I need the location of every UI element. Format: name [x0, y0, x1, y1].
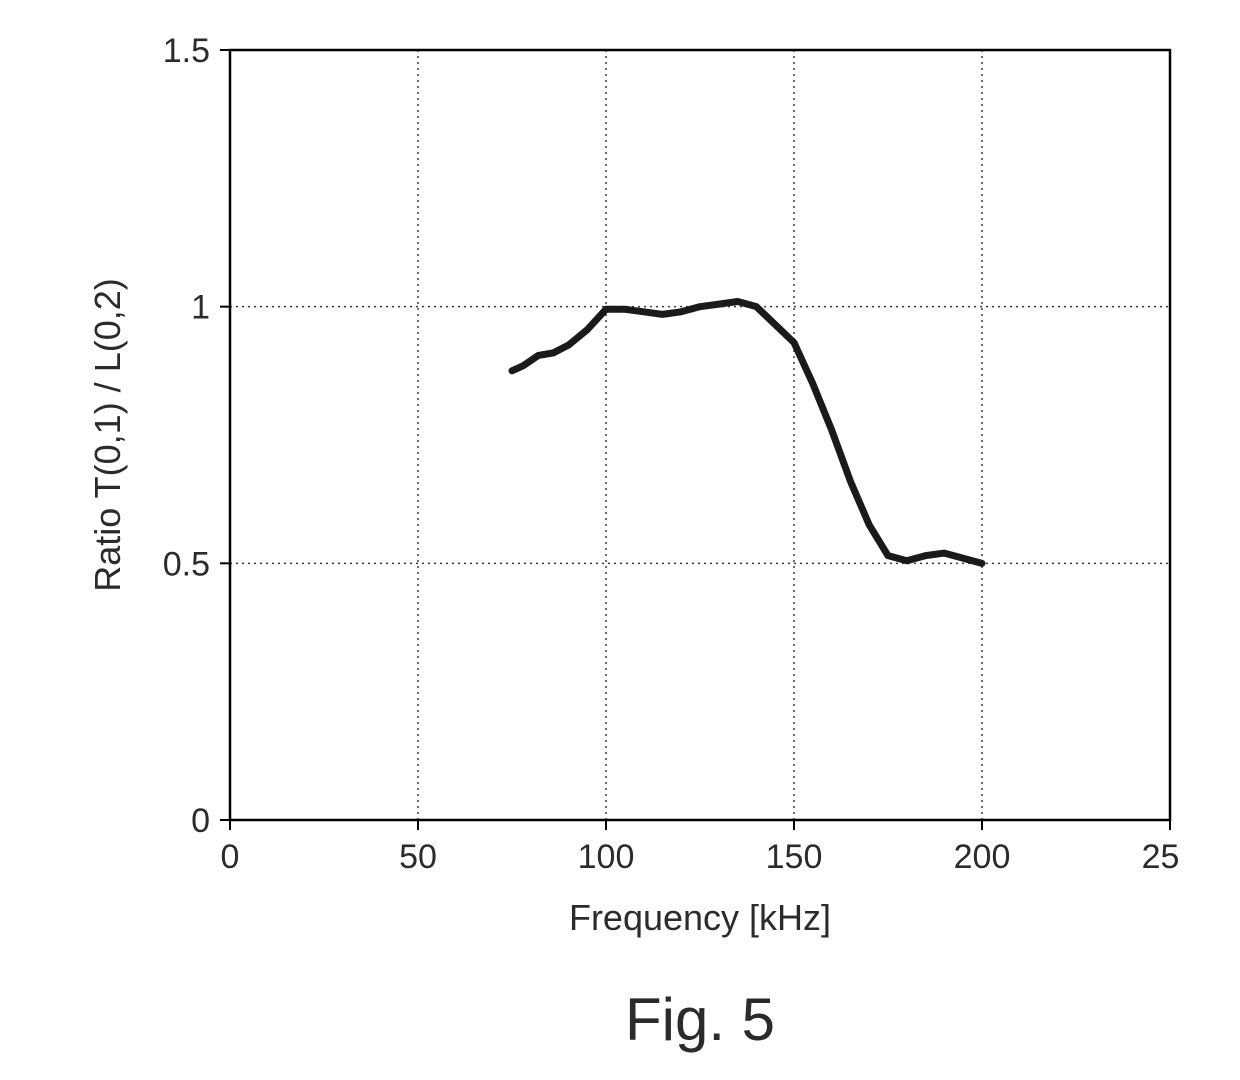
- ytick-label: 1: [191, 289, 210, 327]
- xtick-label: 0: [221, 838, 240, 876]
- chart-container: 0 50 100 150 200 250 0 0.5 1 1.5 Frequency [kHz] Ra…: [60, 20, 1180, 1060]
- xtick-label: 250: [1142, 838, 1180, 876]
- chart-svg: 0 50 100 150 200 250 0 0.5 1 1.5 Frequency [kHz] Ra…: [60, 20, 1180, 1060]
- xtick-label: 200: [954, 838, 1011, 876]
- ytick-label: 0.5: [163, 545, 210, 583]
- ytick-label: 1.5: [163, 32, 210, 70]
- y-axis-label: Ratio T(0,1) / L(0,2): [87, 278, 128, 591]
- xtick-label: 100: [578, 838, 635, 876]
- figure-caption: Fig. 5: [625, 986, 775, 1053]
- x-axis-label: Frequency [kHz]: [569, 897, 831, 938]
- ytick-label: 0: [191, 802, 210, 840]
- xtick-label: 150: [766, 838, 823, 876]
- xtick-label: 50: [399, 838, 437, 876]
